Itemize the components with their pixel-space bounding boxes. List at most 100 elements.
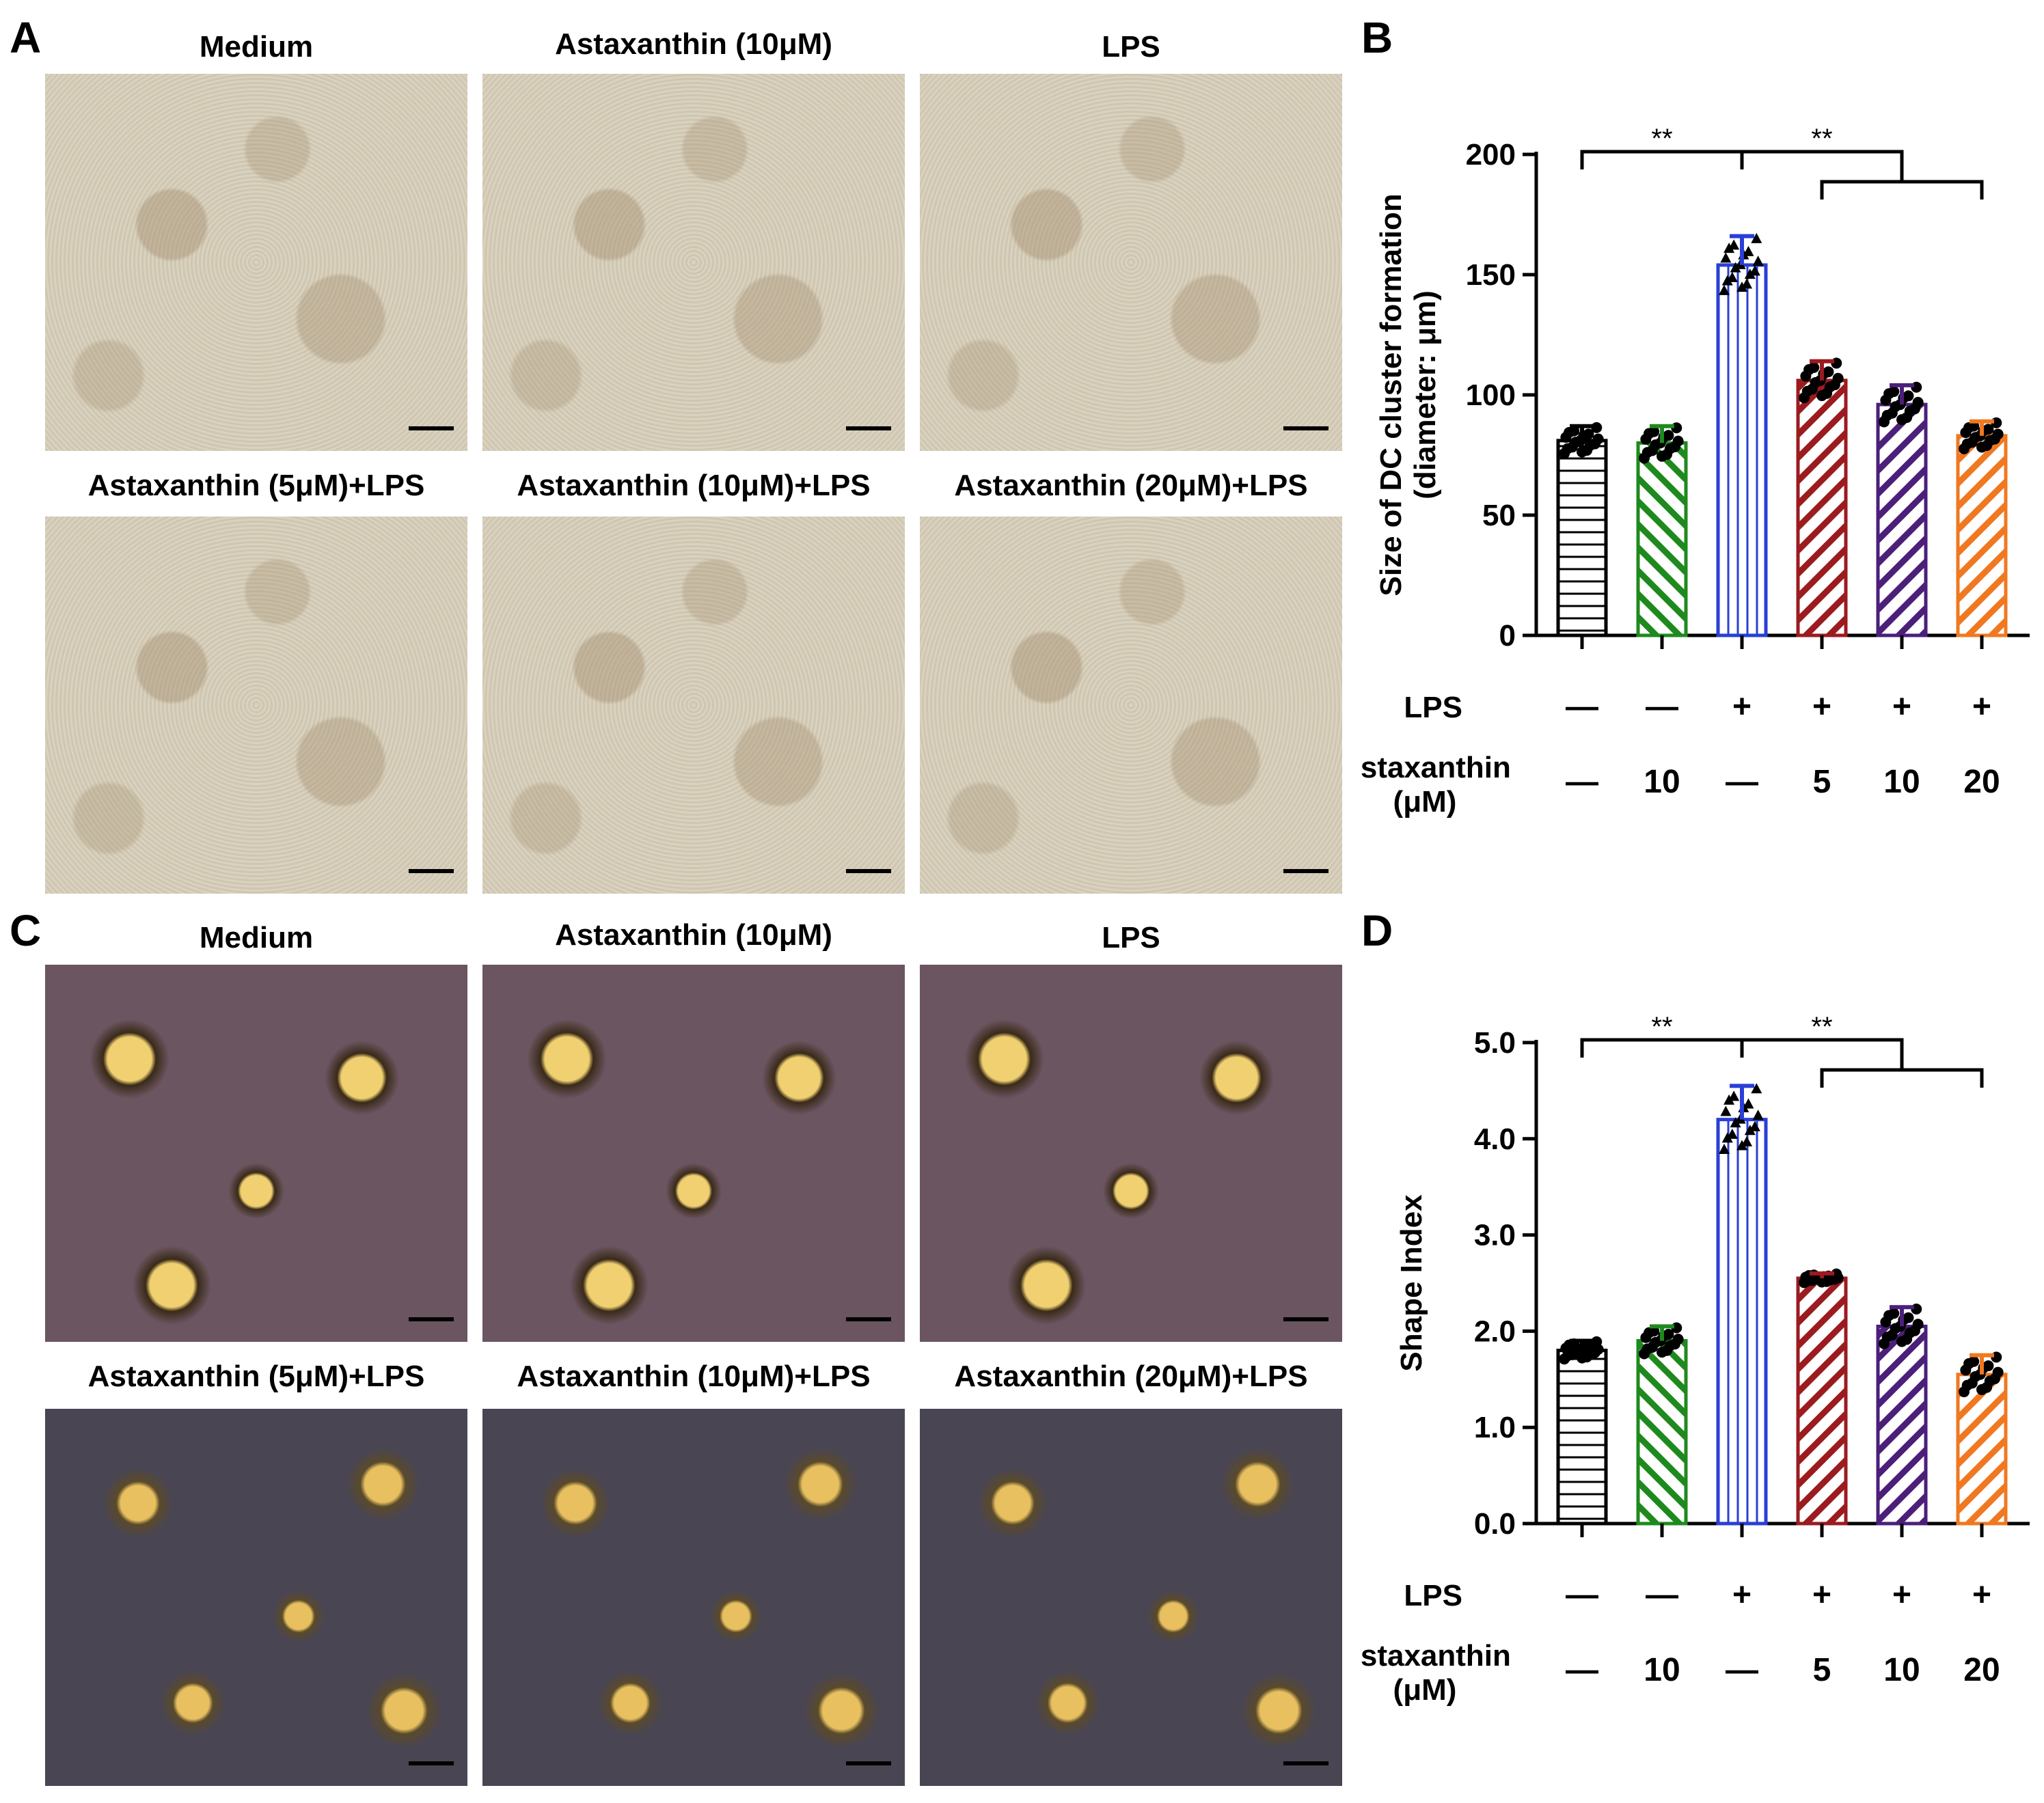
data-point — [1592, 1343, 1604, 1355]
image-title-asta10-a: Astaxanthin (10μM) — [555, 27, 832, 61]
data-point — [1881, 1332, 1893, 1343]
lps-condition: + — [1732, 689, 1752, 725]
data-point — [1736, 1140, 1747, 1151]
micrograph-a-asta5-lps — [45, 517, 467, 894]
bar — [1716, 1118, 1768, 1526]
data-point — [1721, 275, 1733, 286]
bar — [1876, 402, 1928, 637]
data-point — [1890, 1323, 1901, 1334]
micrograph-a-asta10 — [482, 74, 905, 451]
panel-letter-a: A — [10, 13, 42, 62]
lps-row-label: LPS — [1404, 691, 1462, 724]
data-point — [1672, 435, 1684, 447]
astaxanthin-condition: — — [1566, 1652, 1598, 1688]
astaxanthin-condition: 5 — [1813, 1652, 1831, 1688]
data-point — [1904, 405, 1916, 417]
data-point — [1816, 390, 1827, 402]
data-point — [1641, 1343, 1653, 1355]
micrograph-a-lps — [920, 74, 1342, 451]
data-point — [1720, 1105, 1732, 1116]
image-title-medium-c: Medium — [199, 921, 314, 954]
astaxanthin-row-label: (μM) — [1393, 785, 1457, 818]
lps-condition: + — [1892, 1577, 1911, 1613]
data-point — [1751, 1083, 1762, 1094]
y-tick-label: 1.0 — [1474, 1411, 1516, 1444]
data-point — [1728, 1090, 1740, 1101]
lps-condition: + — [1972, 1577, 1991, 1613]
data-point — [1644, 1327, 1655, 1338]
data-point — [1664, 443, 1676, 454]
significance-label: ** — [1811, 1012, 1832, 1042]
micrograph-a-asta20-lps — [920, 517, 1342, 894]
astaxanthin-row-label: Astaxanthin — [1360, 1639, 1511, 1673]
panel-letter-b: B — [1361, 13, 1393, 62]
data-point — [1650, 1336, 1661, 1348]
data-point — [1832, 372, 1844, 384]
astaxanthin-condition: — — [1726, 764, 1758, 800]
data-point — [1564, 427, 1575, 438]
panel-letter-d: D — [1361, 906, 1393, 955]
y-tick-label: 150 — [1466, 258, 1516, 292]
data-point — [1992, 428, 2004, 440]
bar — [1796, 379, 1848, 637]
data-point — [1577, 446, 1587, 458]
lps-condition: — — [1646, 1577, 1678, 1613]
astaxanthin-condition: 20 — [1963, 764, 2000, 800]
image-title-asta10-lps-a: Astaxanthin (10μM)+LPS — [517, 469, 871, 502]
data-point — [1963, 422, 1975, 433]
data-point — [1896, 1336, 1907, 1347]
astaxanthin-row-label: (μM) — [1393, 1673, 1457, 1707]
data-point — [1976, 441, 1987, 453]
data-point — [1664, 1340, 1676, 1351]
chart-d-shape-index: 0.0 1.0 2.0 3.0 4.0 5.0 Shape Index ** ** LPS Asta… — [1360, 1012, 2030, 1707]
bar — [1716, 263, 1768, 637]
image-title-asta10-lps-c: Astaxanthin (10μM)+LPS — [517, 1360, 871, 1393]
data-point — [1657, 1347, 1667, 1358]
lps-condition: + — [1972, 689, 1991, 725]
astaxanthin-condition: 10 — [1883, 1652, 1920, 1688]
y-tick-label: 3.0 — [1474, 1219, 1516, 1252]
bar — [1796, 1276, 1848, 1526]
astaxanthin-condition: 10 — [1644, 1652, 1680, 1688]
data-point — [1904, 1327, 1916, 1338]
image-title-medium-a: Medium — [199, 30, 314, 64]
lps-condition: + — [1812, 689, 1831, 725]
chart-b-dc-cluster-size: 0 50 100 150 200 Size of DC cluster formation… — [1360, 124, 2030, 818]
data-point — [1896, 414, 1907, 426]
data-point — [1883, 388, 1895, 400]
astaxanthin-condition: 10 — [1644, 764, 1680, 800]
data-point — [1912, 396, 1924, 408]
data-point — [1719, 284, 1730, 295]
y-tick-label: 0 — [1499, 619, 1516, 652]
panel-letter-c: C — [10, 906, 42, 955]
lps-row-label: LPS — [1404, 1579, 1462, 1612]
data-point — [1961, 1379, 1973, 1391]
y-tick-label: 5.0 — [1474, 1026, 1516, 1060]
data-point — [1562, 443, 1573, 454]
lps-condition: + — [1732, 1577, 1752, 1613]
lps-condition: + — [1892, 689, 1911, 725]
significance-bracket — [1820, 1068, 1984, 1088]
data-point — [1963, 1358, 1975, 1369]
data-point — [1644, 428, 1655, 439]
data-point — [1752, 1110, 1764, 1120]
bar — [1636, 441, 1688, 637]
astaxanthin-condition: 10 — [1883, 764, 1920, 800]
significance-label: ** — [1811, 124, 1832, 154]
bar — [1876, 1324, 1928, 1526]
data-point — [1976, 1384, 1987, 1395]
data-point — [1912, 1319, 1924, 1330]
astaxanthin-condition: — — [1726, 1652, 1758, 1688]
data-point — [1970, 1371, 1981, 1382]
y-tick-label: 100 — [1466, 379, 1516, 412]
data-point — [1719, 1143, 1730, 1154]
data-point — [1984, 1375, 1995, 1387]
data-point — [1592, 433, 1604, 445]
y-axis-label: (diameter: μm) — [1408, 290, 1442, 499]
data-point — [1751, 232, 1762, 243]
data-point — [1726, 1128, 1738, 1139]
data-point — [1723, 1094, 1735, 1105]
image-title-asta20-lps-a: Astaxanthin (20μM)+LPS — [954, 469, 1308, 502]
image-title-lps-c: LPS — [1102, 921, 1160, 954]
y-axis-label: Size of DC cluster formation — [1374, 193, 1408, 596]
